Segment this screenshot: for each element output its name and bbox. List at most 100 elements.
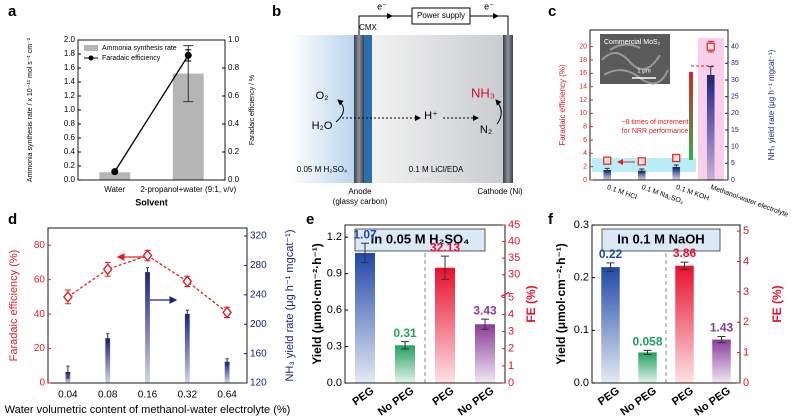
title-box [601, 228, 721, 252]
species: H⁺ [424, 110, 438, 122]
marker [102, 263, 113, 276]
catholyte-label: 0.1 M LiCl/EDA [409, 165, 464, 174]
y2-axis-label: FE (%) [524, 285, 538, 322]
y-tick-label: 1.0 [64, 105, 76, 114]
chart-title: In 0.05 M H₂SO₄ [371, 231, 470, 246]
y-tick-label: 320 [250, 231, 267, 242]
annotation: for NRR performance [622, 128, 689, 135]
inset-label: Commercial MoS₂ [604, 39, 661, 46]
y-tick-label: 0.1 [574, 324, 589, 336]
cathode [503, 35, 513, 183]
species: H₂O [312, 120, 333, 132]
y-tick-label: 280 [250, 260, 267, 271]
y-tick-label: 15 [731, 127, 739, 134]
bar [184, 313, 190, 383]
x-tick-label: 2-propanol+water (9:1, v/v) [140, 185, 236, 194]
y-tick-label: 120 [250, 378, 267, 389]
error-bar [66, 365, 70, 379]
marker [706, 42, 715, 51]
scale-bar-label: 1 μm [637, 69, 650, 75]
species: O₂ [316, 90, 329, 102]
y-tick-label: 4 [743, 255, 749, 267]
y-tick-label: 0 [39, 378, 45, 389]
y-tick-label: 40 [508, 235, 520, 247]
y-tick-label: 45 [508, 219, 520, 231]
y-tick-label: 5 [731, 160, 735, 167]
error-bar [708, 66, 714, 84]
error-bar [441, 255, 449, 280]
panel-label: d [8, 211, 17, 228]
y2-axis-label: NH₃ yield rate (μg h⁻¹ mgcat⁻¹) [767, 49, 776, 160]
bar [475, 324, 495, 383]
y-tick-label: 1.4 [64, 77, 76, 86]
y-tick-label: 16 [579, 70, 587, 77]
y2-axis-label: Faradaic efficiency / % [249, 75, 256, 145]
anolyte [290, 35, 356, 183]
bar [603, 170, 612, 180]
y-tick-label: 4 [583, 150, 587, 157]
bar [145, 272, 150, 383]
annotation: ~8 times of increment [621, 119, 688, 126]
y-tick-label: 0.3 [574, 219, 589, 231]
y-tick-label: 12 [579, 97, 587, 104]
title-box [354, 228, 486, 252]
y-tick-label: 1.2 [327, 231, 342, 243]
y-tick-label: 0.0 [327, 377, 342, 389]
axis-break [500, 291, 510, 297]
increase-arrow [689, 72, 693, 160]
marker [222, 306, 232, 319]
y-tick-label: 0.8 [228, 63, 240, 72]
y-tick-label: 4 [508, 308, 514, 320]
y-axis-label: Faradaic efficiency (%) [8, 250, 20, 362]
catholyte [372, 35, 504, 183]
reaction-arrow [495, 99, 502, 125]
bar [395, 345, 415, 383]
plot-frame [589, 29, 729, 181]
error-bar [639, 168, 645, 173]
y-axis-label: Ammonia synthesis rate / x 10⁻¹¹ mol s⁻¹… [27, 37, 34, 182]
y-tick-label: 160 [250, 348, 267, 359]
error-bar [401, 341, 409, 350]
value-label: 1.07 [353, 227, 377, 241]
panel-label: e [306, 211, 314, 228]
error-bar [606, 262, 615, 272]
value-label: 1.43 [710, 321, 734, 335]
y-tick-label: 30 [731, 77, 739, 84]
membrane-label: CMX [359, 23, 377, 32]
product: NH₃ [471, 85, 495, 100]
marker [603, 156, 612, 165]
error-bar [604, 167, 610, 173]
y-tick-label: 0.0 [574, 377, 589, 389]
y-tick-label: 1.6 [64, 63, 76, 72]
y-tick-label: 1.8 [64, 49, 76, 58]
power-supply [411, 7, 471, 25]
bar [601, 267, 620, 383]
error-bar [225, 358, 229, 366]
y-tick-label: 10 [731, 144, 739, 151]
error-bar [185, 309, 189, 319]
y-tick-label: 20 [34, 343, 46, 354]
bar [105, 338, 111, 383]
electron-label: e⁻ [484, 1, 494, 11]
y-tick-label: 40 [731, 44, 739, 51]
y-tick-label: 2 [583, 164, 587, 171]
anode-label: (glassy carbon) [333, 197, 388, 206]
marker [142, 249, 153, 262]
y-tick-label: 10 [579, 110, 587, 117]
error-bar [717, 336, 726, 344]
y-tick-label: 2 [508, 343, 514, 355]
y-tick-label: 3 [508, 326, 514, 338]
y-tick-label: 0.0 [228, 175, 240, 184]
y-tick-label: 5 [743, 225, 749, 237]
marker [184, 51, 192, 59]
y-tick-label: 0.2 [64, 161, 76, 170]
y-tick-label: 0 [731, 177, 735, 184]
x-axis-label: Water volumetric content of methanol-wat… [5, 404, 291, 416]
y-tick-label: 0.6 [327, 304, 342, 316]
cell-diagram: b Power supply e⁻ e⁻ CMX O₂ H₂O H⁺ NH₃ N… [272, 1, 523, 206]
error-bar [361, 242, 369, 264]
y-tick-label: 0.8 [64, 119, 76, 128]
y-axis-label: Faradaic efficiency (%) [558, 64, 567, 146]
anode-label: Anode [348, 187, 372, 196]
